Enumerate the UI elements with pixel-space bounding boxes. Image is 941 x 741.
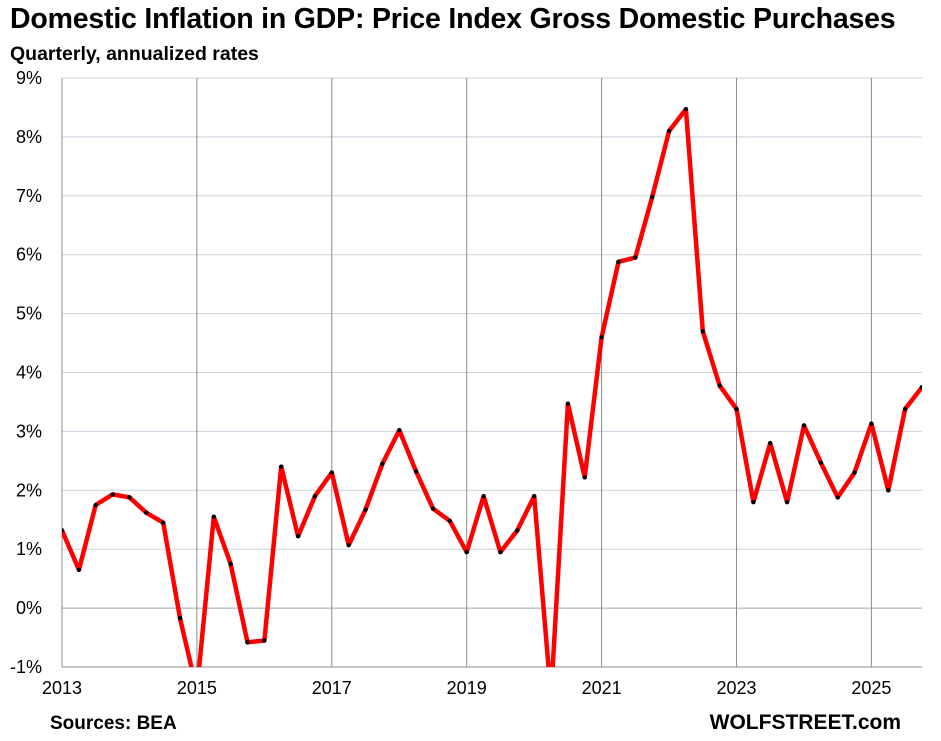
data-point [700,329,705,334]
data-point [768,441,773,446]
data-point [464,549,469,555]
y-tick-label: 3% [16,421,42,441]
data-point [211,514,216,519]
data-point [62,528,65,533]
series-line [62,106,922,667]
data-point [818,460,823,465]
data-point [582,475,587,480]
y-tick-label: -1% [10,657,42,677]
data-point [784,499,790,505]
data-point [380,461,385,466]
data-point [430,506,436,511]
y-tick-label: 1% [16,539,42,559]
y-tick-label: 6% [16,245,42,265]
data-point [312,494,318,499]
series-group [62,106,922,698]
data-point [397,428,402,433]
data-point [329,470,334,475]
data-point [734,406,739,412]
data-point [110,492,115,497]
vertical-gridlines [196,78,872,667]
data-point [127,495,132,500]
data-point [902,406,908,412]
data-point [869,421,874,426]
y-tick-labels: 9% 8% 7% 6% 5% 4% 3% 2% 1% 0% -1% [10,68,42,677]
data-point [346,542,351,548]
data-point [76,567,82,572]
data-point [144,510,149,515]
chart-subtitle: Quarterly, annualized rates [10,43,259,65]
source-note: Sources: BEA [50,713,177,734]
x-tick-labels: 2013 2015 2017 2019 2021 2023 2025 [42,678,891,698]
y-tick-label: 8% [16,127,42,147]
x-tick-label: 2021 [582,678,622,698]
data-point [599,335,604,340]
y-tick-label: 2% [16,480,42,500]
data-point [262,638,267,643]
data-point [616,259,621,264]
y-tick-label: 5% [16,304,42,324]
data-point [93,502,98,508]
data-point [801,423,807,428]
data-point [161,520,166,525]
y-tick-label: 0% [16,598,42,618]
y-tick-label: 9% [16,68,42,88]
data-point [886,488,891,493]
data-point [413,469,419,474]
data-point [751,499,756,505]
x-tick-label: 2017 [312,678,352,698]
data-point [498,549,503,555]
data-point [245,640,250,645]
data-point [363,507,368,512]
horizontal-gridlines [62,77,922,668]
data-point [447,518,452,524]
data-point [295,534,301,539]
data-point [549,694,553,698]
data-point [650,194,655,200]
x-tick-label: 2023 [716,678,756,698]
data-point [565,401,571,406]
data-point [279,464,284,469]
data-point [228,561,233,567]
data-point [481,494,486,499]
chart-title: Domestic Inflation in GDP: Price Index G… [10,3,896,35]
data-point [515,528,520,533]
x-tick-label: 2019 [447,678,487,698]
x-tick-label: 2013 [42,678,82,698]
x-tick-label: 2015 [177,678,217,698]
data-point [666,128,672,134]
data-point [717,383,722,388]
data-point [683,107,689,112]
data-point [835,495,840,500]
watermark: WOLFSTREET.com [709,711,901,734]
data-point [177,615,183,621]
data-point [532,494,537,499]
x-tick-label: 2025 [851,678,891,698]
data-point [852,470,857,475]
y-tick-label: 4% [16,363,42,383]
data-point [633,255,638,260]
data-point [919,385,922,390]
y-tick-label: 7% [16,186,42,206]
axes [61,78,922,668]
